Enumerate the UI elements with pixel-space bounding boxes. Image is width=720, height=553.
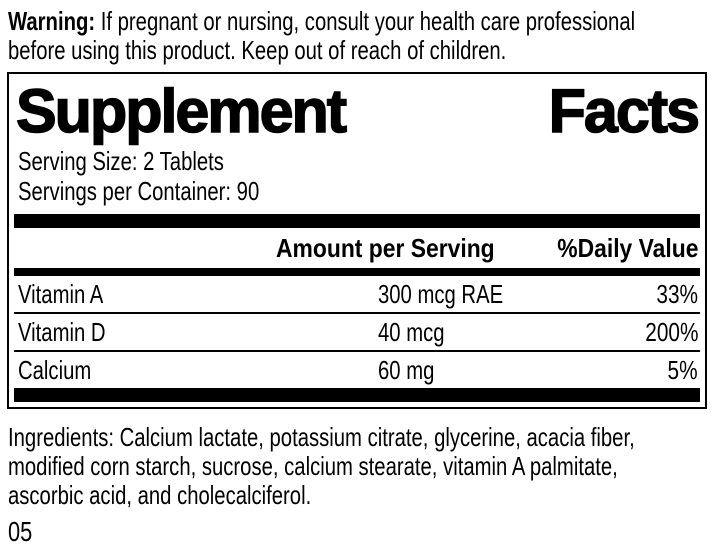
panel-title-word-1: Supplement [15, 76, 348, 146]
header-daily-value: %Daily Value [556, 232, 698, 263]
divider-medium [14, 268, 700, 276]
row-divider [14, 312, 700, 314]
panel-title: Supplement Facts [14, 76, 701, 146]
product-code: 05 [8, 516, 33, 547]
ingredients-line-1: Ingredients: Calcium lactate, potassium … [8, 422, 635, 452]
nutrient-name: Calcium [18, 354, 92, 385]
ingredients-line-3: ascorbic acid, and cholecalciferol. [8, 480, 312, 510]
warning-text: Warning: If pregnant or nursing, consult… [8, 7, 720, 65]
nutrient-name: Vitamin D [18, 316, 106, 347]
divider-thick-top [14, 214, 700, 228]
table-row-calcium: Calcium 60 mg 5% [14, 352, 700, 388]
panel-title-word-2: Facts [548, 76, 701, 146]
serving-size: Serving Size: 2 Tablets [18, 146, 224, 176]
nutrient-daily-value: 5% [667, 354, 698, 385]
table-header-row: Amount per Serving %Daily Value [14, 228, 700, 268]
nutrient-name: Vitamin A [18, 278, 104, 309]
header-amount-per-serving: Amount per Serving [276, 232, 495, 263]
warning-label: Warning: [8, 6, 96, 36]
row-divider [14, 350, 700, 352]
table-row-vitamin-a: Vitamin A 300 mcg RAE 33% [14, 276, 700, 312]
warning-line-2: before using this product. Keep out of r… [8, 35, 507, 65]
supplement-label-page: Warning: If pregnant or nursing, consult… [0, 7, 720, 553]
nutrient-amount: 40 mcg [378, 316, 445, 347]
table-row-vitamin-d: Vitamin D 40 mcg 200% [14, 314, 700, 350]
supplement-facts-panel: Supplement Facts Serving Size: 2 Tablets… [7, 72, 707, 409]
warning-line-1: Warning: If pregnant or nursing, consult… [8, 7, 720, 36]
nutrient-amount: 300 mcg RAE [378, 278, 504, 309]
nutrient-daily-value: 200% [644, 316, 698, 347]
nutrient-amount: 60 mg [378, 354, 435, 385]
servings-per-container: Servings per Container: 90 [18, 176, 260, 206]
warning-line-1-text: If pregnant or nursing, consult your hea… [95, 6, 636, 36]
divider-thick-bottom [14, 388, 700, 402]
ingredients-text: Ingredients: Calcium lactate, potassium … [8, 423, 720, 510]
nutrient-daily-value: 33% [656, 278, 698, 309]
ingredients-line-2: modified corn starch, sucrose, calcium s… [8, 451, 618, 481]
